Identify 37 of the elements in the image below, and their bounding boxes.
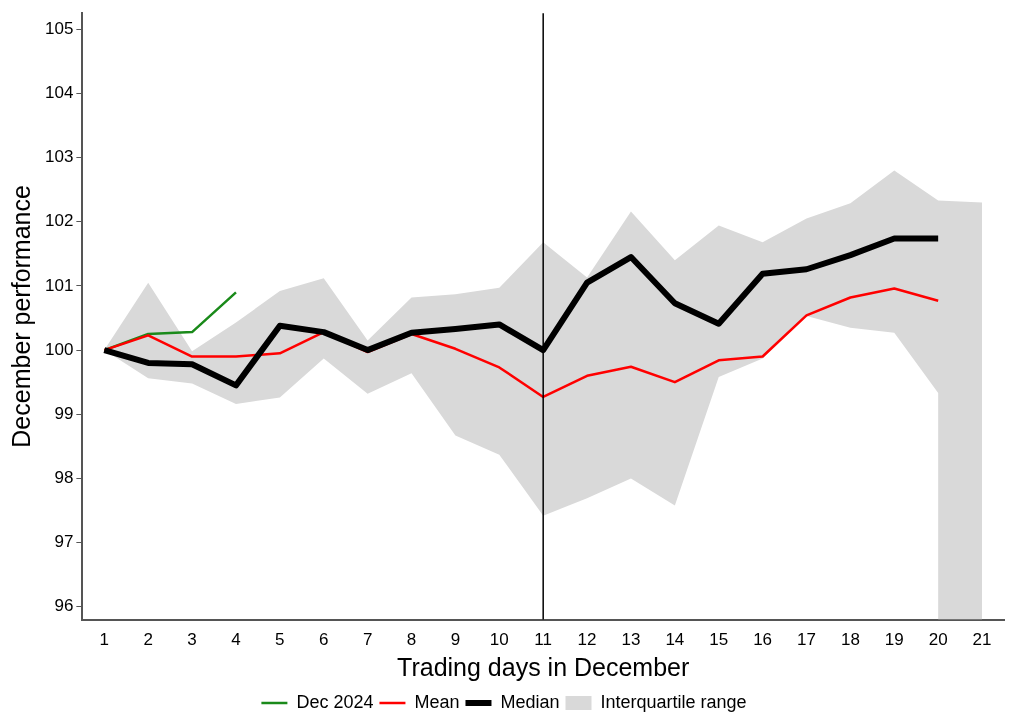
x-tick-label: 17 xyxy=(797,630,816,650)
x-tick-label: 4 xyxy=(231,630,241,650)
legend-label: Median xyxy=(500,691,560,712)
y-axis-title: December performance xyxy=(6,185,35,448)
x-tick-label: 19 xyxy=(884,630,904,650)
x-tick-label: 11 xyxy=(534,630,553,650)
y-tick-label: 98 xyxy=(54,468,74,488)
x-tick-label: 21 xyxy=(972,630,992,650)
x-tick-label: 18 xyxy=(840,630,860,650)
x-tick-label: 12 xyxy=(577,630,597,650)
x-tick-label: 6 xyxy=(319,630,329,650)
y-tick-label: 100 xyxy=(44,339,74,359)
x-tick-label: 2 xyxy=(143,630,153,650)
y-tick-label: 99 xyxy=(54,403,74,423)
y-tick-label: 97 xyxy=(54,532,74,552)
legend-label: Mean xyxy=(414,691,460,712)
y-tick-label: 101 xyxy=(44,275,74,295)
y-tick-label: 104 xyxy=(44,83,74,103)
x-tick-label: 8 xyxy=(406,630,417,650)
x-axis-title: Trading days in December xyxy=(397,652,690,681)
y-tick-label: 96 xyxy=(54,596,74,616)
x-tick-label: 16 xyxy=(753,630,773,650)
x-tick-label: 10 xyxy=(489,630,509,650)
x-tick-label: 1 xyxy=(99,630,110,650)
y-tick-label: 105 xyxy=(44,18,74,38)
x-tick-label: 9 xyxy=(450,630,461,650)
x-tick-label: 15 xyxy=(709,630,729,650)
x-tick-label: 7 xyxy=(362,630,373,650)
y-tick-label: 102 xyxy=(44,211,74,231)
x-tick-label: 14 xyxy=(665,630,685,650)
x-tick-label: 20 xyxy=(928,630,948,650)
x-tick-label: 5 xyxy=(275,630,285,650)
x-tick-label: 3 xyxy=(187,630,197,650)
legend-label: Dec 2024 xyxy=(296,691,374,712)
y-tick-label: 103 xyxy=(44,147,74,167)
legend-label: Interquartile range xyxy=(600,691,747,712)
x-tick-label: 13 xyxy=(621,630,641,650)
